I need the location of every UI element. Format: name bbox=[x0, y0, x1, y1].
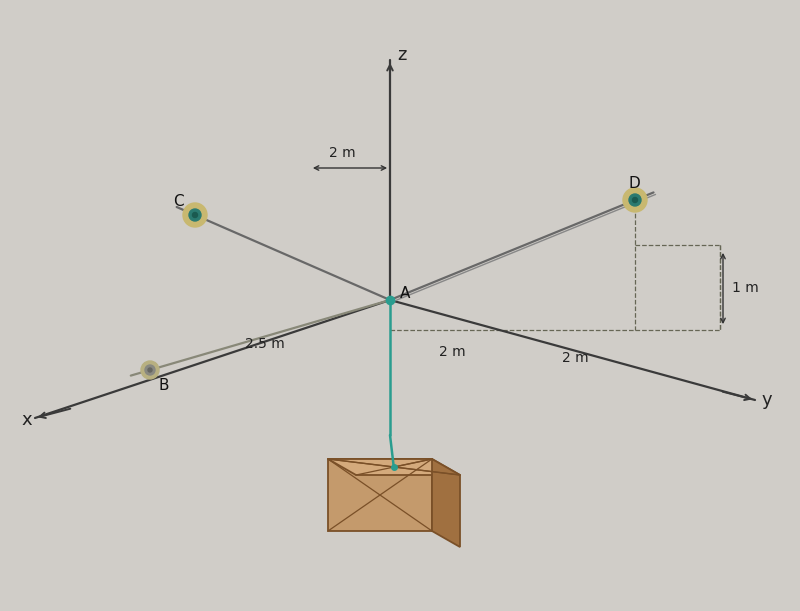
Polygon shape bbox=[328, 459, 432, 531]
Polygon shape bbox=[328, 459, 460, 475]
Text: 1 m: 1 m bbox=[732, 281, 758, 295]
Text: 2 m: 2 m bbox=[329, 146, 355, 160]
Circle shape bbox=[623, 188, 647, 212]
Text: 2 m: 2 m bbox=[438, 345, 466, 359]
Text: z: z bbox=[397, 46, 406, 64]
Text: C: C bbox=[173, 194, 184, 208]
Text: y: y bbox=[762, 391, 773, 409]
Text: 2.5 m: 2.5 m bbox=[245, 337, 285, 351]
Text: 2 m: 2 m bbox=[562, 351, 588, 365]
Text: x: x bbox=[21, 411, 32, 429]
Text: A: A bbox=[400, 287, 410, 301]
Circle shape bbox=[629, 194, 641, 206]
Circle shape bbox=[189, 209, 201, 221]
Circle shape bbox=[145, 365, 155, 375]
Circle shape bbox=[633, 197, 638, 202]
Polygon shape bbox=[432, 459, 460, 547]
Text: D: D bbox=[629, 177, 641, 191]
Circle shape bbox=[193, 213, 198, 218]
Text: B: B bbox=[158, 378, 169, 393]
Circle shape bbox=[141, 361, 159, 379]
Circle shape bbox=[148, 368, 152, 372]
Circle shape bbox=[183, 203, 207, 227]
